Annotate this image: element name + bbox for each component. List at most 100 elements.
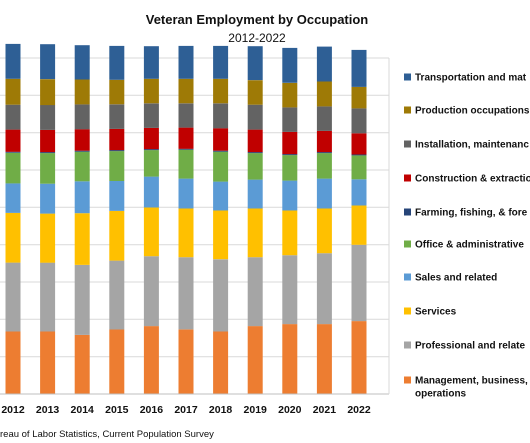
bar-segment [316,152,332,154]
bar-segment [74,213,90,265]
bar-segment [351,179,367,206]
bar-segment [213,103,229,129]
bar-segment [282,324,298,394]
bar-segment [247,129,263,153]
bar-segment [109,104,125,129]
bar-segment [74,181,90,214]
bar-segment [40,262,56,332]
bar-segment [109,151,125,181]
bar-segment [213,331,229,394]
bar-segment [40,213,56,263]
bar-segment [351,321,367,394]
bar-segment [282,131,298,155]
bar-segment [351,108,367,134]
bar-segment [316,106,332,131]
bar-segment [74,45,90,80]
bar-segment [5,78,21,105]
legend-swatch [404,106,411,114]
bar-segment [282,155,298,181]
x-tick-label: 2021 [313,404,337,416]
bar-segment [213,259,229,332]
legend: Transportation and mat Production occupat… [404,73,530,400]
legend-swatch [404,174,411,182]
bar-segment [40,79,56,106]
source-note: reau of Labor Statistics, Current Popula… [0,429,214,440]
bar-segment [5,212,21,263]
bar-segment [143,78,159,104]
bar-segment [247,153,263,180]
bar-segment [74,104,90,130]
x-tick-label: 2018 [209,404,233,416]
bar-segment [351,49,367,87]
bar-segment [143,176,159,208]
x-tick-label: 2019 [244,404,268,416]
x-tick-labels: 2012 2013 2014 2015 2016 2017 2018 2019 2020 2021… [1,404,371,416]
bar-segment [282,82,298,108]
legend-swatch [404,73,411,81]
bar-segment [109,329,125,394]
bar-segment [143,46,159,79]
bar-segment [5,183,21,213]
bar-segment [40,331,56,394]
bar-segment [143,149,159,151]
bar-segment [213,210,229,260]
bar-segment [143,127,159,150]
bar-segment [109,79,125,105]
bar-segment [109,150,125,152]
bar-segment [40,152,56,154]
bar-segment [5,152,21,184]
bar-segment [351,155,367,180]
bar-segment [74,334,90,394]
bar-segment [351,205,367,245]
bar-segment [316,178,332,209]
bar-segment [316,153,332,179]
bar-segment [74,150,90,152]
bar-segment [5,43,21,79]
bar-segment [351,86,367,109]
legend-label: Office & administrative [415,240,524,251]
legend-label: Production occupations [415,106,530,117]
bars [5,43,367,394]
bar-segment [247,257,263,327]
bar-segment [351,154,367,156]
bar-segment [316,81,332,107]
bar-segment [109,45,125,80]
legend-swatch [404,208,411,216]
bar-segment [282,154,298,156]
bar-segment [316,253,332,325]
bar-segment [5,129,21,152]
bar-segment [40,44,56,80]
bar-segment [143,326,159,394]
bar-segment [143,207,159,257]
bar-segment [282,180,298,211]
legend-label: Sales and related [415,273,497,284]
x-tick-label: 2020 [278,404,302,416]
bar-segment [178,178,194,209]
bar-segment [109,210,125,261]
bar-segment [213,150,229,152]
x-tick-label: 2016 [140,404,164,416]
legend-swatch [404,376,411,384]
bar-segment [109,260,125,330]
bar-segment [316,208,332,254]
legend-label: Management, business, [415,376,528,387]
bar-segment [351,244,367,322]
bar-segment [247,326,263,394]
bar-segment [109,181,125,211]
legend-label: Services [415,307,457,318]
bar-segment [40,129,56,153]
bar-segment [282,47,298,83]
bar-segment [5,331,21,394]
x-tick-label: 2017 [174,404,198,416]
x-tick-label: 2015 [105,404,129,416]
legend-swatch [404,273,411,281]
legend-swatch [404,140,411,148]
bar-segment [316,324,332,394]
bar-segment [5,104,21,130]
legend-swatch [404,341,411,349]
bar-segment [178,329,194,394]
bar-segment [74,129,90,151]
x-tick-label: 2014 [71,404,95,416]
bar-segment [178,208,194,258]
